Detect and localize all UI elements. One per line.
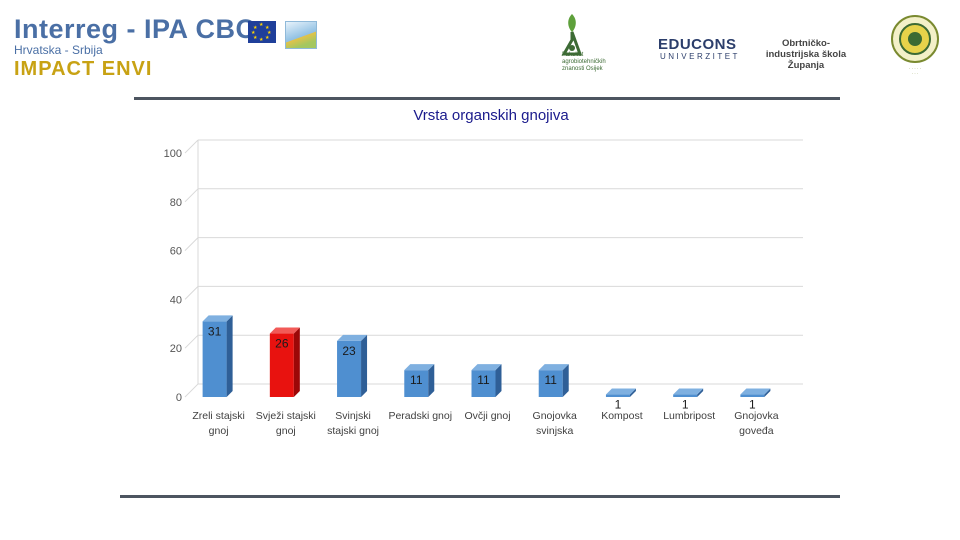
data-label: 31: [208, 324, 222, 338]
gridline-depth: [184, 286, 199, 300]
bar-top: [269, 327, 300, 334]
x-tick-label: Gnojovka svinjska: [533, 410, 578, 437]
bars: [202, 315, 771, 397]
bar: [202, 321, 227, 397]
bar-top: [337, 334, 368, 341]
data-label: 11: [477, 373, 490, 387]
bar-top: [538, 364, 569, 371]
y-tick-label: 40: [170, 294, 182, 306]
bar-top: [202, 315, 233, 322]
bar: [269, 333, 294, 397]
x-tick-label: Peradski gnoj: [388, 410, 452, 422]
bar-side: [293, 327, 300, 397]
y-tick-label: 100: [164, 148, 182, 160]
y-axis: 0 20 40 60 80 100: [164, 148, 182, 404]
bar-side: [697, 388, 704, 397]
bar-top: [740, 388, 771, 395]
bar-side: [764, 388, 771, 397]
x-tick-label: Zreli stajski gnoj: [192, 410, 245, 437]
faculty-logo-icon: [561, 14, 583, 56]
bar-top: [404, 364, 435, 371]
gridline-depth: [184, 334, 199, 349]
bar: [471, 370, 496, 397]
faculty-logo-text: Fakultet agrobiotehničkih znanosti Osije…: [562, 52, 606, 72]
bar-side: [226, 315, 233, 397]
bar-side: [629, 388, 636, 397]
bar-top: [471, 364, 502, 371]
data-label: 26: [275, 337, 289, 351]
seal-caption: · · · · · · · ·: [908, 66, 922, 76]
bar: [538, 370, 563, 397]
bar-side: [495, 364, 502, 397]
x-axis: Zreli stajski gnoj Svježi stajski gnoj Svinj…: [192, 410, 778, 437]
gridline-depth: [184, 383, 199, 398]
school-logo-text: Obrtničko-industrijska škola Županja: [765, 38, 847, 71]
program-title: Interreg - IPA CBC: [14, 14, 256, 44]
top-rule: [134, 97, 840, 100]
bar-side: [562, 364, 569, 397]
bar-side: [361, 334, 368, 397]
chart-title: Vrsta organskih gnojiva: [413, 107, 569, 124]
bar-top: [605, 388, 636, 395]
bar-chart: Vrsta organskih gnojiva 0 20 40 60 80 100 31 2…: [164, 107, 803, 437]
y-tick-label: 60: [170, 246, 182, 258]
slide-header: Interreg - IPA CBC ★ ★ ★ ★ ★ ★ ★ ★ Hrvatska -…: [0, 0, 960, 95]
data-label: 1: [615, 398, 622, 412]
data-label: 1: [682, 398, 689, 412]
x-tick-label: Gnojovka goveđa: [734, 410, 779, 437]
bar: [337, 340, 362, 397]
data-label: 11: [410, 373, 423, 387]
seal-icon: [891, 15, 939, 63]
bar: [404, 370, 429, 397]
educons-logo-sub: UNIVERZITET: [660, 52, 740, 61]
gridline-depth: [184, 139, 199, 154]
x-tick-label: Kompost: [601, 410, 643, 422]
bar: [740, 394, 765, 397]
bar: [605, 394, 630, 397]
gridline-depth: [184, 237, 199, 251]
data-label: 23: [342, 344, 356, 358]
ipa-logo-icon: [285, 21, 317, 49]
x-tick-label: Lumbripost: [663, 410, 715, 422]
program-subtitle: Hrvatska - Srbija: [14, 43, 103, 57]
x-tick-label: Svježi stajski gnoj: [256, 410, 316, 437]
x-tick-label: Svinjski stajski gnoj: [327, 410, 379, 437]
eu-flag-icon: ★ ★ ★ ★ ★ ★ ★ ★: [248, 21, 276, 43]
data-label: 1: [749, 398, 756, 412]
educons-logo: EDUCONS: [658, 36, 737, 53]
y-tick-label: 80: [170, 197, 182, 209]
project-name: IMPACT ENVI: [14, 58, 153, 80]
bar: [673, 394, 698, 397]
y-tick-label: 20: [170, 343, 182, 355]
bar-side: [428, 364, 435, 397]
bottom-rule: [120, 495, 840, 498]
y-tick-label: 0: [176, 392, 182, 404]
x-tick-label: Ovčji gnoj: [464, 410, 510, 422]
bar-top: [673, 388, 704, 395]
data-label: 11: [544, 373, 557, 387]
gridline-depth: [184, 188, 199, 203]
